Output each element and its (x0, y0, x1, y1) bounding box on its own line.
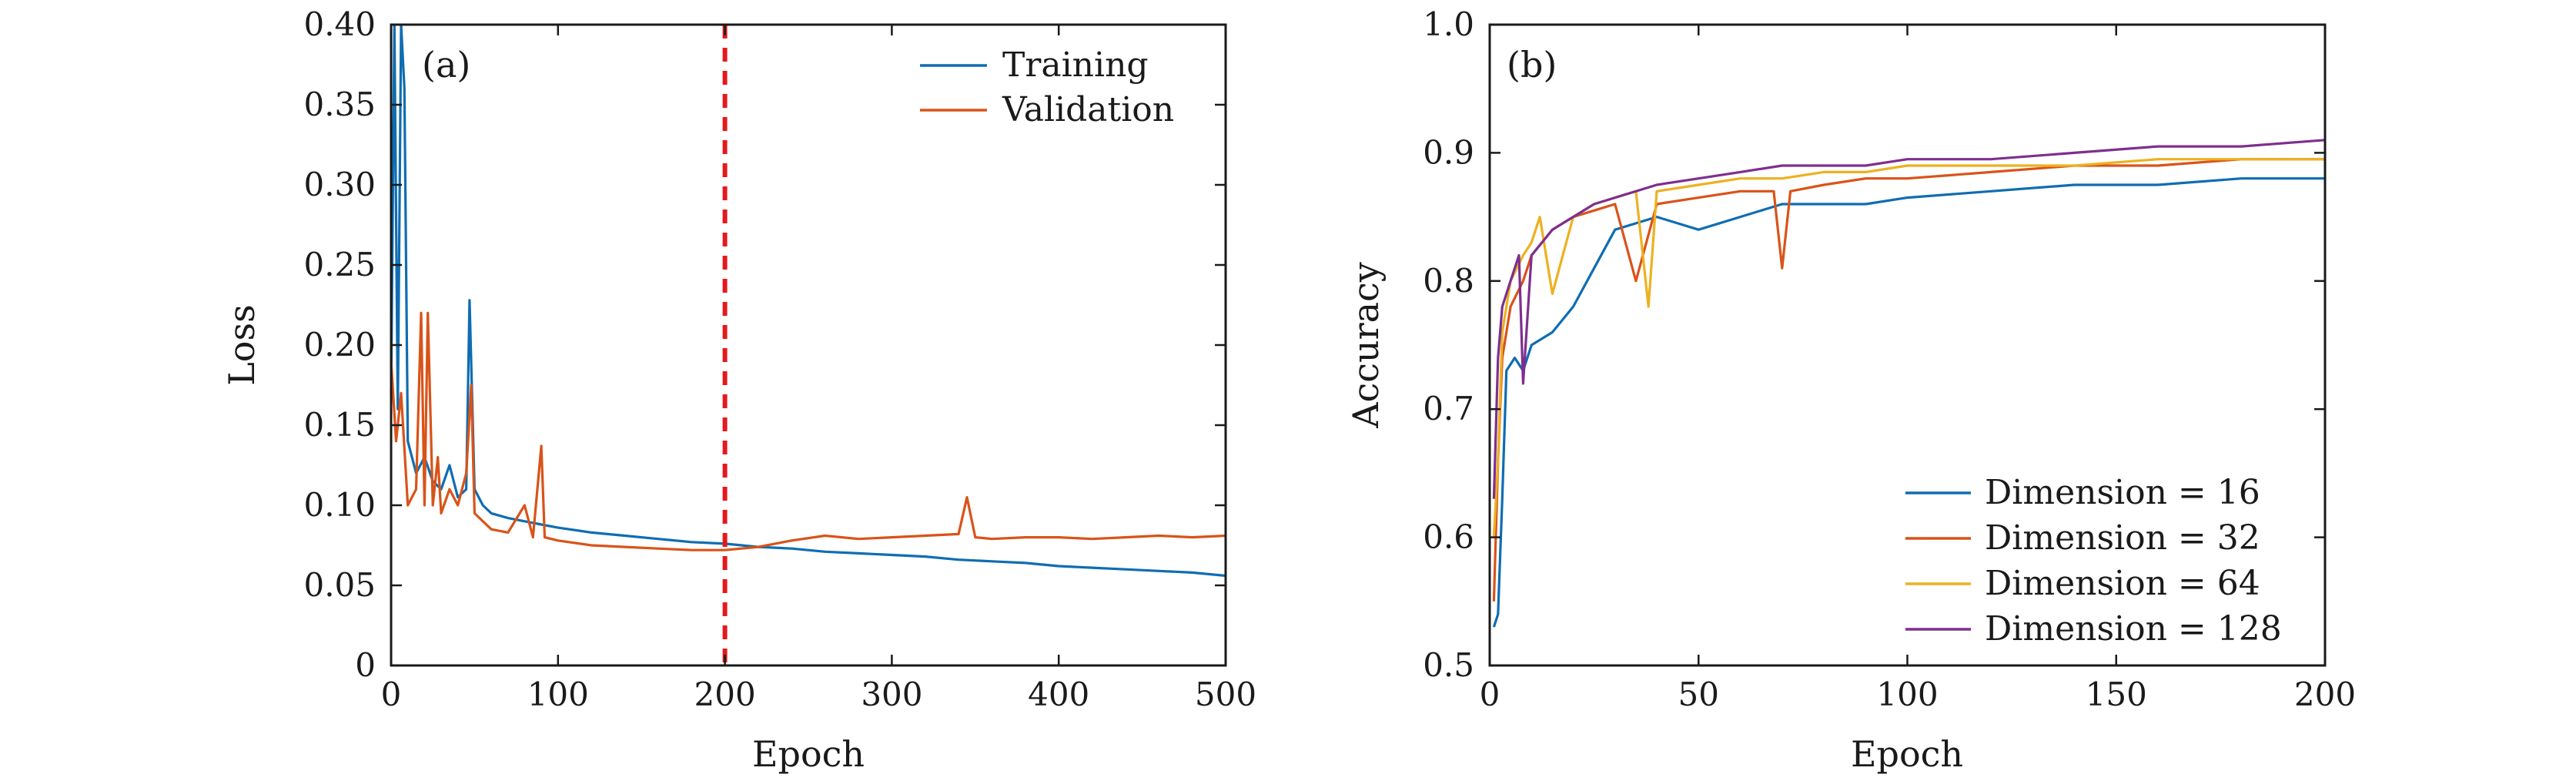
loss-y-tick-label: 0.40 (303, 5, 376, 43)
accuracy-y-tick-label: 0.9 (1423, 133, 1474, 171)
accuracy-series-line-2 (1492, 158, 2325, 602)
accuracy-y-tick-label: 0.6 (1423, 518, 1474, 556)
accuracy-y-tick-label: 0.8 (1423, 262, 1474, 300)
loss-x-tick-label: 500 (1195, 675, 1256, 713)
accuracy-series-line-4 (1492, 139, 2326, 499)
accuracy-series-line-3 (1492, 158, 2325, 538)
loss-series-line-2 (390, 311, 1226, 551)
loss-y-tick-label: 0.25 (303, 246, 376, 283)
panel-label-a: (a) (422, 44, 470, 85)
loss-y-tick-label: 0.05 (303, 566, 376, 604)
accuracy-legend: Dimension = 16 Dimension = 32 Dimension … (1905, 473, 2282, 649)
loss-series-layer (390, 23, 1226, 578)
loss-series-line-1 (390, 23, 1226, 578)
accuracy-chart: 0 50 100 150 200 0.5 0.6 0.7 0.8 0.9 1.0 (b) Epoch… (1345, 5, 2356, 775)
accuracy-ticks: 0 50 100 150 200 0.5 0.6 0.7 0.8 0.9 1.0 (1423, 5, 2356, 713)
loss-legend: Training Validation (920, 45, 1174, 129)
accuracy-y-axis-label: Accuracy (1345, 262, 1387, 429)
loss-y-tick-label: 0.35 (303, 85, 376, 123)
accuracy-x-axis-label: Epoch (1851, 733, 1963, 775)
loss-x-tick-label: 400 (1028, 675, 1089, 713)
legend-label-training: Training (1002, 45, 1149, 85)
accuracy-series-line-1 (1492, 177, 2325, 628)
accuracy-x-tick-label: 150 (2086, 675, 2147, 713)
legend-label-dim128: Dimension = 128 (1985, 609, 2282, 649)
accuracy-y-tick-label: 1.0 (1423, 5, 1474, 43)
accuracy-x-tick-label: 50 (1678, 675, 1719, 713)
loss-x-tick-label: 200 (694, 675, 756, 713)
loss-x-axis-label: Epoch (752, 733, 865, 775)
accuracy-y-tick-label: 0.7 (1423, 390, 1474, 427)
accuracy-x-tick-label: 200 (2294, 675, 2356, 713)
legend-label-dim32: Dimension = 32 (1985, 518, 2260, 558)
loss-ticks: 0 100 200 300 400 500 0 0.05 0.10 0.15 0.20 0.25 0.3… (303, 5, 1256, 713)
loss-x-tick-label: 100 (527, 675, 589, 713)
loss-y-tick-label: 0.15 (303, 406, 376, 444)
loss-y-tick-label: 0.30 (303, 166, 376, 203)
loss-x-tick-label: 300 (861, 675, 922, 713)
accuracy-y-tick-label: 0.5 (1423, 646, 1474, 684)
legend-label-validation: Validation (1002, 90, 1174, 129)
accuracy-series-layer (1492, 139, 2326, 628)
loss-y-tick-label: 0.10 (303, 486, 376, 524)
legend-label-dim64: Dimension = 64 (1985, 564, 2260, 603)
loss-chart: 0 100 200 300 400 500 0 0.05 0.10 0.15 0.20 0.25 0.3… (221, 5, 1256, 775)
loss-y-tick-label: 0.20 (303, 326, 376, 364)
loss-y-tick-label: 0 (355, 646, 376, 684)
legend-label-dim16: Dimension = 16 (1985, 473, 2260, 512)
panel-label-b: (b) (1507, 44, 1557, 85)
loss-x-tick-label: 0 (381, 675, 402, 713)
accuracy-x-tick-label: 100 (1876, 675, 1938, 713)
accuracy-x-tick-label: 0 (1480, 675, 1500, 713)
loss-y-axis-label: Loss (221, 304, 263, 385)
